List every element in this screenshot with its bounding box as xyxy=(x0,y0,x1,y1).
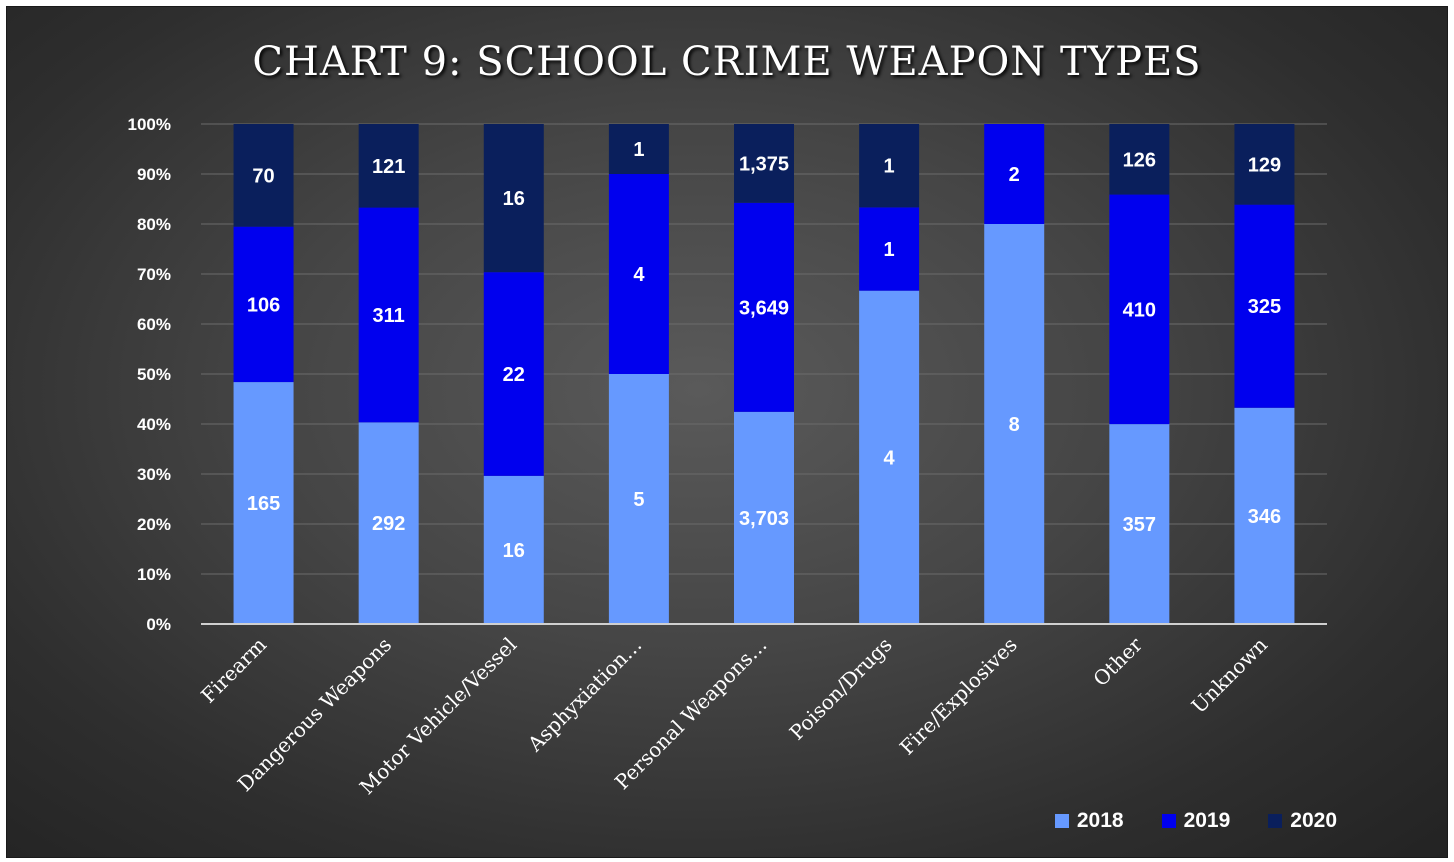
data-label: 22 xyxy=(503,364,525,386)
bar-segment xyxy=(859,207,920,291)
legend-swatch xyxy=(1161,814,1176,828)
y-tick-label: 30% xyxy=(137,465,171,484)
legend-swatch xyxy=(1268,814,1283,828)
bar-segment xyxy=(1234,407,1295,624)
bar-segment xyxy=(734,124,794,203)
data-label: 126 xyxy=(1123,149,1156,171)
x-tick-label: Other xyxy=(1088,632,1147,691)
bar-segment xyxy=(233,124,294,227)
data-label: 70 xyxy=(252,165,274,187)
bar-segment xyxy=(734,411,794,624)
legend-item: 2018 xyxy=(1054,809,1124,833)
data-label: 1 xyxy=(884,239,895,261)
bar-segment xyxy=(1234,124,1295,205)
data-label: 410 xyxy=(1123,299,1156,321)
legend-label: 2019 xyxy=(1183,809,1231,832)
data-label: 106 xyxy=(247,294,280,316)
y-tick-label: 40% xyxy=(137,415,171,434)
data-label: 1 xyxy=(633,139,644,161)
data-label: 16 xyxy=(503,188,525,210)
bar-segment xyxy=(608,174,669,374)
data-label: 4 xyxy=(633,264,645,286)
y-tick-label: 90% xyxy=(137,165,171,184)
bar-segment xyxy=(608,124,669,174)
data-label: 346 xyxy=(1248,506,1281,528)
data-label: 325 xyxy=(1248,296,1281,318)
chart-title: CHART 9: SCHOOL CRIME WEAPON TYPES xyxy=(252,39,1202,85)
data-label: 311 xyxy=(373,305,405,327)
bar-segment xyxy=(984,224,1045,624)
bar-segment xyxy=(358,207,419,423)
y-tick-label: 80% xyxy=(137,215,171,234)
bar-segment xyxy=(483,475,544,624)
y-tick-label: 70% xyxy=(137,265,171,284)
legend-label: 2020 xyxy=(1290,809,1337,832)
legend-item: 2020 xyxy=(1268,809,1337,833)
bar-segment xyxy=(859,290,920,624)
x-tick-label: Firearm xyxy=(196,633,271,708)
data-label: 121 xyxy=(372,156,405,178)
data-label: 3,649 xyxy=(739,297,789,319)
data-label: 3,703 xyxy=(739,508,789,530)
bar-segment xyxy=(483,124,544,273)
data-label: 1 xyxy=(884,156,895,178)
data-label: 292 xyxy=(372,513,405,535)
legend-label: 2018 xyxy=(1076,809,1124,832)
bar-segment xyxy=(358,422,419,624)
x-tick-label: Poison/Drugs xyxy=(785,633,897,745)
bar-segment xyxy=(358,124,419,208)
bar-segment xyxy=(984,124,1045,224)
data-label: 129 xyxy=(1248,154,1281,176)
y-tick-label: 100% xyxy=(128,115,171,134)
y-tick-label: 20% xyxy=(137,515,171,534)
y-tick-label: 60% xyxy=(137,315,171,334)
data-label: 1,375 xyxy=(739,153,789,175)
data-label: 357 xyxy=(1123,514,1156,536)
bar-segment xyxy=(859,124,920,208)
bar-segment xyxy=(483,272,544,476)
data-label: 165 xyxy=(247,493,280,515)
bar-segment xyxy=(233,382,294,624)
bar-segment xyxy=(608,374,669,624)
bar-segment xyxy=(233,226,294,383)
chart-frame: CHART 9: SCHOOL CRIME WEAPON TYPES 0% 10%… xyxy=(6,6,1448,858)
plot-area: 0%10%20%30%40%50%60%70%80%90%100%1651067… xyxy=(128,115,1327,799)
data-label: 4 xyxy=(884,447,896,469)
legend-item: 2019 xyxy=(1161,809,1231,833)
x-tick-label: Asphyxiation… xyxy=(522,633,646,757)
y-tick-label: 10% xyxy=(137,565,171,584)
data-label: 2 xyxy=(1009,164,1020,186)
bar-segment xyxy=(734,202,794,412)
bar-segment xyxy=(1109,194,1170,425)
data-label: 5 xyxy=(633,489,644,511)
y-tick-label: 0% xyxy=(146,615,171,634)
x-tick-label: Fire/Explosives xyxy=(895,633,1022,760)
legend-swatch xyxy=(1054,814,1069,828)
data-label: 16 xyxy=(503,540,525,562)
bar-segment xyxy=(1109,424,1170,624)
legend: 2018 2019 2020 xyxy=(1054,809,1337,833)
data-label: 8 xyxy=(1009,414,1020,436)
bar-segment xyxy=(1234,204,1295,408)
y-tick-label: 50% xyxy=(137,365,171,384)
x-tick-label: Unknown xyxy=(1187,632,1272,717)
bar-segment xyxy=(1109,124,1170,195)
